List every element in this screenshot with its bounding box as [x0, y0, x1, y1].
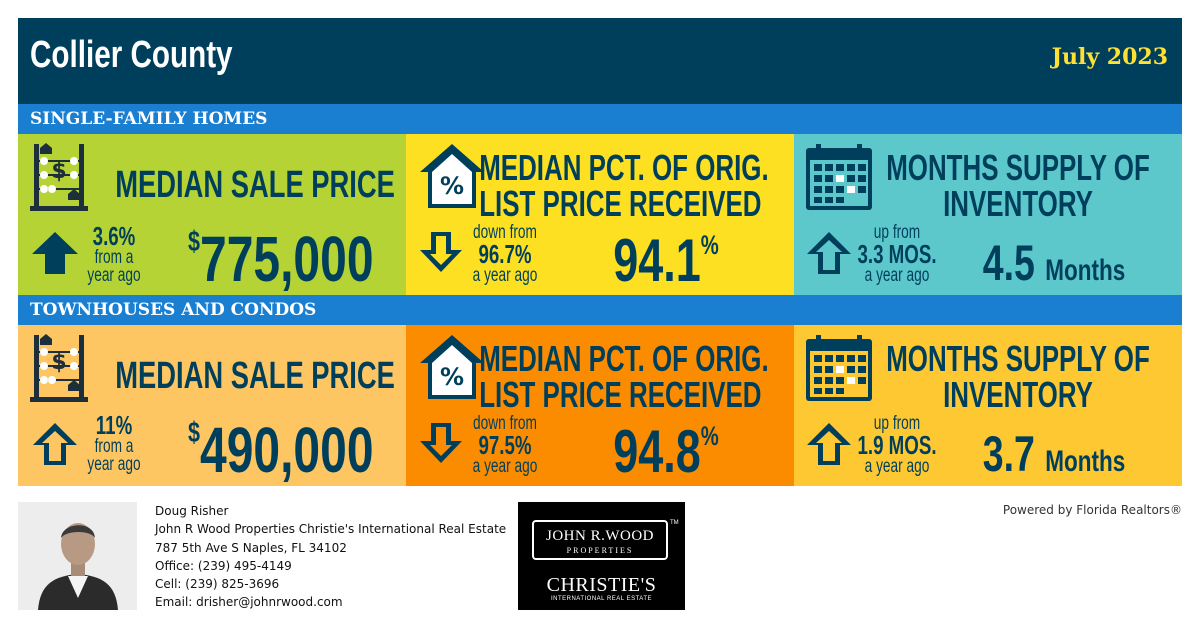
house-percent-icon: % [420, 335, 484, 399]
panel-sf-pct-list-price: % MEDIAN PCT. OF ORIG. LIST PRICE RECEIV… [406, 134, 794, 295]
logo-frame [532, 520, 668, 560]
svg-text:$: $ [51, 350, 66, 375]
logo-trademark: TM [670, 520, 679, 526]
metric-value: 4.5 Months [982, 235, 1126, 291]
panel-tc-months-supply: MONTHS SUPPLY OF INVENTORY up from 1.9 M… [794, 325, 1182, 486]
house-percent-icon: % [420, 144, 484, 208]
agent-cell-phone: Cell: (239) 825-3696 [155, 577, 280, 592]
agent-email[interactable]: Email: drisher@johnrwood.com [155, 595, 343, 610]
abacus-dollar-icon: $ [30, 334, 88, 402]
section-band-single-family: SINGLE-FAMILY HOMES [18, 104, 1182, 134]
metric-value: 94.8% [613, 418, 719, 485]
header-bar: Collier County July 2023 [18, 18, 1182, 104]
calendar-icon [806, 335, 872, 401]
report-month: July 2023 [1051, 44, 1168, 70]
change-text: down from 96.7% a year ago [472, 222, 538, 286]
arrow-up-icon [807, 232, 851, 274]
logo-line1: JOHN R.WOOD [546, 528, 654, 544]
panel-sf-months-supply: MONTHS SUPPLY OF INVENTORY up from 3.3 M… [794, 134, 1182, 295]
county-title: Collier County [30, 34, 233, 76]
agent-address: 787 5th Ave S Naples, FL 34102 [155, 540, 347, 555]
panel-sf-median-sale-price: $ MEDIAN SALE PRICE 3.6% from a year ago… [18, 134, 406, 295]
section-title: TOWNHOUSES AND CONDOS [30, 300, 317, 320]
panel-tc-median-sale-price: $ MEDIAN SALE PRICE 11% from a year ago … [18, 325, 406, 486]
arrow-up-icon [807, 423, 851, 465]
brokerage-logo: JOHN R.WOOD PROPERTIES TM CHRISTIE'S INT… [518, 502, 685, 610]
metric-value: 3.7 Months [982, 426, 1126, 482]
panel-title: MONTHS SUPPLY OF INVENTORY [886, 338, 1150, 415]
section-title: SINGLE-FAMILY HOMES [30, 109, 268, 129]
agent-name: Doug Risher [155, 504, 229, 518]
calendar-icon [806, 144, 872, 210]
arrow-up-icon [33, 423, 77, 465]
svg-text:$: $ [51, 159, 66, 184]
section-band-townhouses-condos: TOWNHOUSES AND CONDOS [18, 295, 1182, 325]
logo-line3: CHRISTIE'S [546, 574, 657, 596]
metric-value: $775,000 [188, 223, 374, 295]
agent-contact: Doug Risher John R Wood Properties Chris… [155, 502, 506, 612]
powered-by: Powered by Florida Realtors® [1002, 503, 1182, 517]
svg-text:%: % [440, 172, 464, 200]
arrow-up-icon [32, 232, 78, 274]
panel-title: MONTHS SUPPLY OF INVENTORY [886, 147, 1150, 224]
panel-title: MEDIAN PCT. OF ORIG. LIST PRICE RECEIVED [479, 147, 769, 224]
logo-line4: INTERNATIONAL REAL ESTATE [550, 596, 653, 602]
panel-title: MEDIAN SALE PRICE [115, 355, 395, 397]
agent-company: John R Wood Properties Christie's Intern… [155, 522, 507, 537]
panel-tc-pct-list-price: % MEDIAN PCT. OF ORIG. LIST PRICE RECEIV… [406, 325, 794, 486]
abacus-dollar-icon: $ [30, 143, 88, 211]
change-text: up from 1.9 MOS. a year ago [857, 413, 937, 477]
panel-title: MEDIAN SALE PRICE [115, 164, 395, 206]
logo-line2: PROPERTIES [566, 546, 634, 555]
panel-title: MEDIAN PCT. OF ORIG. LIST PRICE RECEIVED [479, 338, 769, 415]
change-text: up from 3.3 MOS. a year ago [857, 222, 937, 286]
metric-value: $490,000 [188, 414, 374, 486]
agent-portrait-image [18, 502, 137, 610]
svg-text:%: % [440, 363, 464, 391]
metric-value: 94.1% [613, 227, 719, 294]
change-text: 11% from a year ago [87, 410, 141, 475]
agent-photo [18, 502, 137, 610]
arrow-down-icon [420, 423, 462, 463]
change-text: 3.6% from a year ago [87, 221, 141, 286]
change-text: down from 97.5% a year ago [472, 413, 538, 477]
arrow-down-icon [420, 232, 462, 272]
agent-office-phone: Office: (239) 495-4149 [155, 558, 292, 573]
